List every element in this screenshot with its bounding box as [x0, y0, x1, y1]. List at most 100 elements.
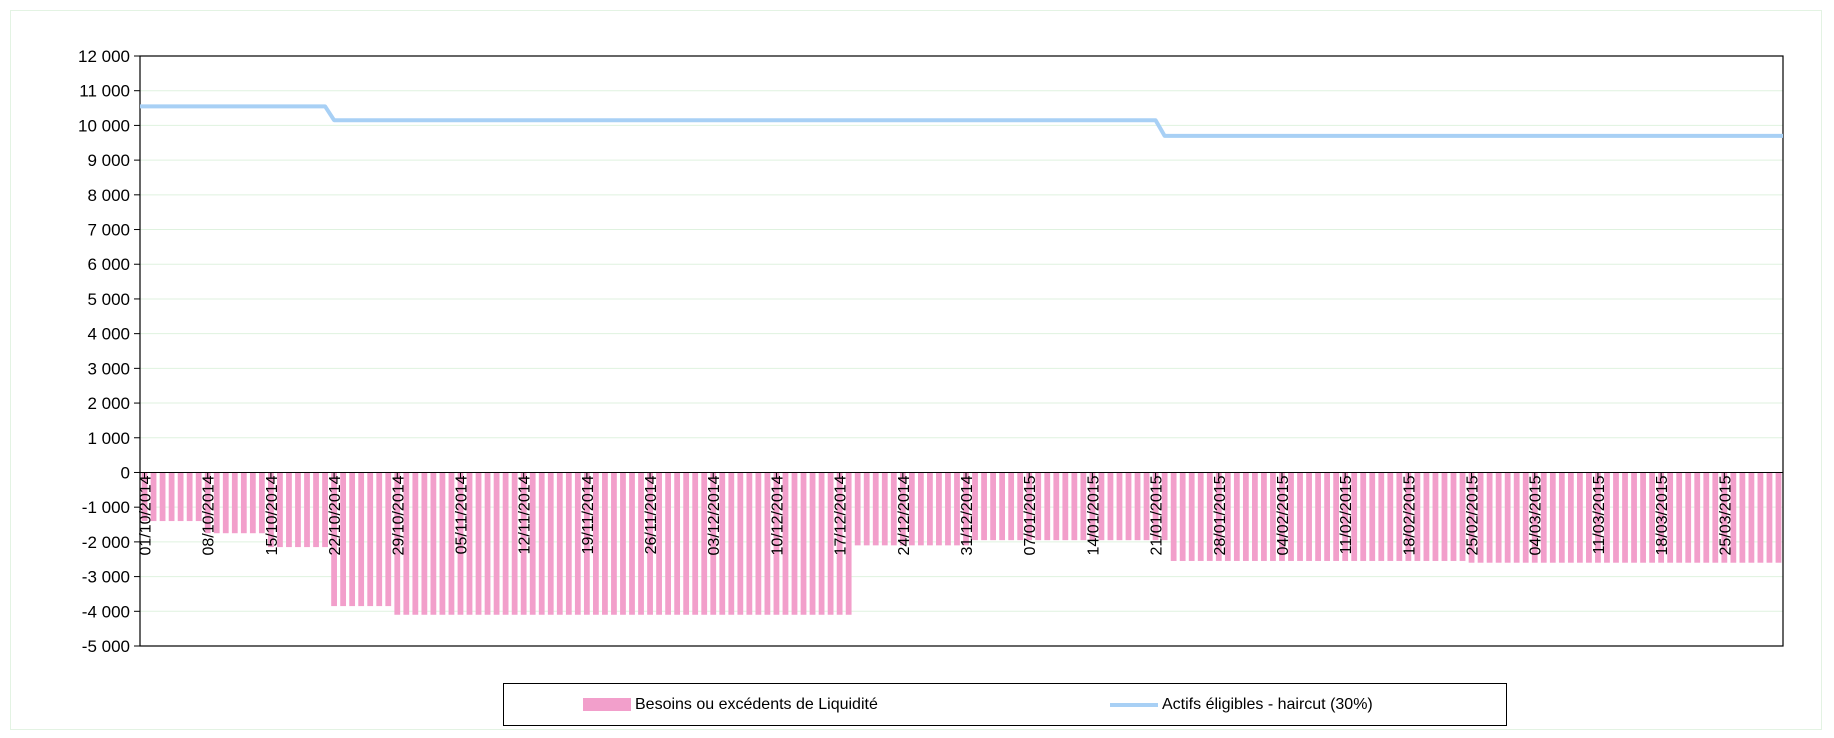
liquidity-bar	[1513, 472, 1520, 563]
liquidity-bar	[854, 472, 861, 546]
liquidity-bar	[466, 472, 473, 615]
liquidity-bar	[791, 472, 798, 615]
liquidity-bar	[1071, 472, 1078, 541]
liquidity-bar	[195, 472, 202, 522]
liquidity-bar	[1152, 472, 1159, 541]
liquidity-bar	[412, 472, 419, 615]
y-tick-label: 11 000	[79, 82, 130, 101]
liquidity-bar	[674, 472, 681, 615]
liquidity-bar	[394, 472, 401, 615]
liquidity-bar	[1748, 472, 1755, 563]
liquidity-bar	[1432, 472, 1439, 561]
plot-border	[139, 55, 1784, 647]
liquidity-bar	[1712, 472, 1719, 563]
chart-frame	[10, 10, 1822, 730]
liquidity-bar	[1134, 472, 1141, 541]
liquidity-bar	[1622, 472, 1628, 563]
liquidity-bar	[511, 472, 518, 615]
x-axis-ticks: 01/10/2014 08/10/2014 15/10/2014 22/10/2014…	[138, 475, 1735, 555]
liquidity-bar	[1080, 472, 1087, 541]
liquidity-bar	[683, 472, 690, 615]
x-tick-label: 18/03/2015	[1654, 475, 1671, 555]
y-tick-label: 12 000	[78, 47, 130, 66]
liquidity-bar	[547, 472, 554, 615]
liquidity-bar	[141, 472, 148, 522]
liquidity-bar	[836, 472, 843, 615]
liquidity-bar	[1694, 472, 1701, 563]
x-tick-label: 24/12/2014	[896, 475, 913, 555]
x-tick-label: 22/10/2014	[327, 475, 344, 555]
liquidity-bar	[656, 472, 662, 615]
liquidity-bar	[692, 472, 699, 615]
x-tick-label: 08/10/2014	[201, 475, 218, 555]
liquidity-bar	[1053, 472, 1060, 541]
x-tick-label: 11/03/2015	[1591, 475, 1608, 554]
y-tick-label: 6 000	[87, 255, 130, 274]
y-tick-label: 7 000	[87, 221, 130, 240]
liquidity-bar	[1224, 472, 1231, 561]
liquidity-bar	[746, 472, 753, 615]
liquidity-bar	[358, 472, 365, 607]
liquidity-bar	[150, 472, 157, 522]
liquidity-bar	[593, 472, 599, 615]
y-tick-label: 3 000	[87, 359, 130, 378]
line-series	[140, 104, 1783, 138]
liquidity-bar	[1179, 472, 1186, 561]
liquidity-bar	[827, 472, 834, 615]
liquidity-bar	[1739, 472, 1746, 563]
liquidity-bar	[538, 472, 545, 615]
liquidity-bar	[899, 472, 906, 546]
y-tick-label: -3 000	[82, 568, 130, 587]
liquidity-bar	[520, 472, 527, 615]
y-tick-label: 10 000	[78, 116, 130, 135]
x-tick-label: 25/02/2015	[1465, 475, 1482, 555]
liquidity-bar	[376, 472, 383, 607]
legend-item-line: Actifs éligibles - haircut (30%)	[1110, 684, 1373, 725]
liquidity-bar	[818, 472, 825, 615]
x-tick-label: 25/03/2015	[1717, 475, 1734, 555]
liquidity-bar	[1008, 472, 1015, 541]
liquidity-bar	[403, 472, 410, 615]
liquidity-bar	[1567, 472, 1574, 563]
liquidity-bar	[475, 472, 482, 615]
liquidity-bar	[737, 472, 744, 615]
liquidity-bar	[647, 472, 653, 615]
x-tick-label: 19/11/2014	[580, 475, 597, 554]
x-tick-label: 21/01/2015	[1149, 475, 1166, 555]
liquidity-bar	[1288, 472, 1294, 561]
liquidity-bar	[1531, 472, 1538, 563]
liquidity-bar	[168, 472, 175, 522]
liquidity-bar	[240, 472, 247, 534]
liquidity-bar	[213, 472, 220, 534]
liquidity-bar	[1170, 472, 1177, 561]
liquidity-bar	[448, 472, 455, 615]
liquidity-bar	[1125, 472, 1132, 541]
liquidity-bar	[638, 472, 644, 615]
x-tick-label: 03/12/2014	[706, 475, 723, 555]
legend-bar-label: Besoins ou excédents de Liquidité	[635, 695, 878, 713]
liquidity-bar	[728, 472, 735, 615]
liquidity-bar	[385, 472, 392, 607]
liquidity-bar	[304, 472, 310, 548]
liquidity-bar	[1576, 472, 1583, 563]
liquidity-bar	[1387, 472, 1394, 561]
y-tick-label: 1 000	[87, 429, 130, 448]
liquidity-bar	[917, 472, 924, 546]
liquidity-bar	[295, 472, 301, 548]
y-axis-ticks: 12 000 11 000 10 000 9 000 8 000 7 000 6 000 5 …	[78, 47, 130, 656]
liquidity-bar	[1450, 472, 1457, 561]
liquidity-bar	[1062, 472, 1069, 541]
liquidity-bar	[1649, 472, 1655, 563]
legend-line-label: Actifs éligibles - haircut (30%)	[1162, 695, 1373, 713]
x-tick-label: 12/11/2014	[517, 475, 534, 554]
liquidity-bar	[349, 472, 356, 607]
liquidity-bar	[159, 472, 166, 522]
liquidity-bar	[981, 472, 987, 541]
x-tick-label: 04/02/2015	[1275, 475, 1292, 555]
liquidity-bar	[1333, 472, 1340, 561]
liquidity-bar	[1595, 472, 1601, 563]
liquidity-bar	[1017, 472, 1024, 541]
legend-bar-swatch	[583, 698, 631, 711]
liquidity-bar	[908, 472, 915, 546]
